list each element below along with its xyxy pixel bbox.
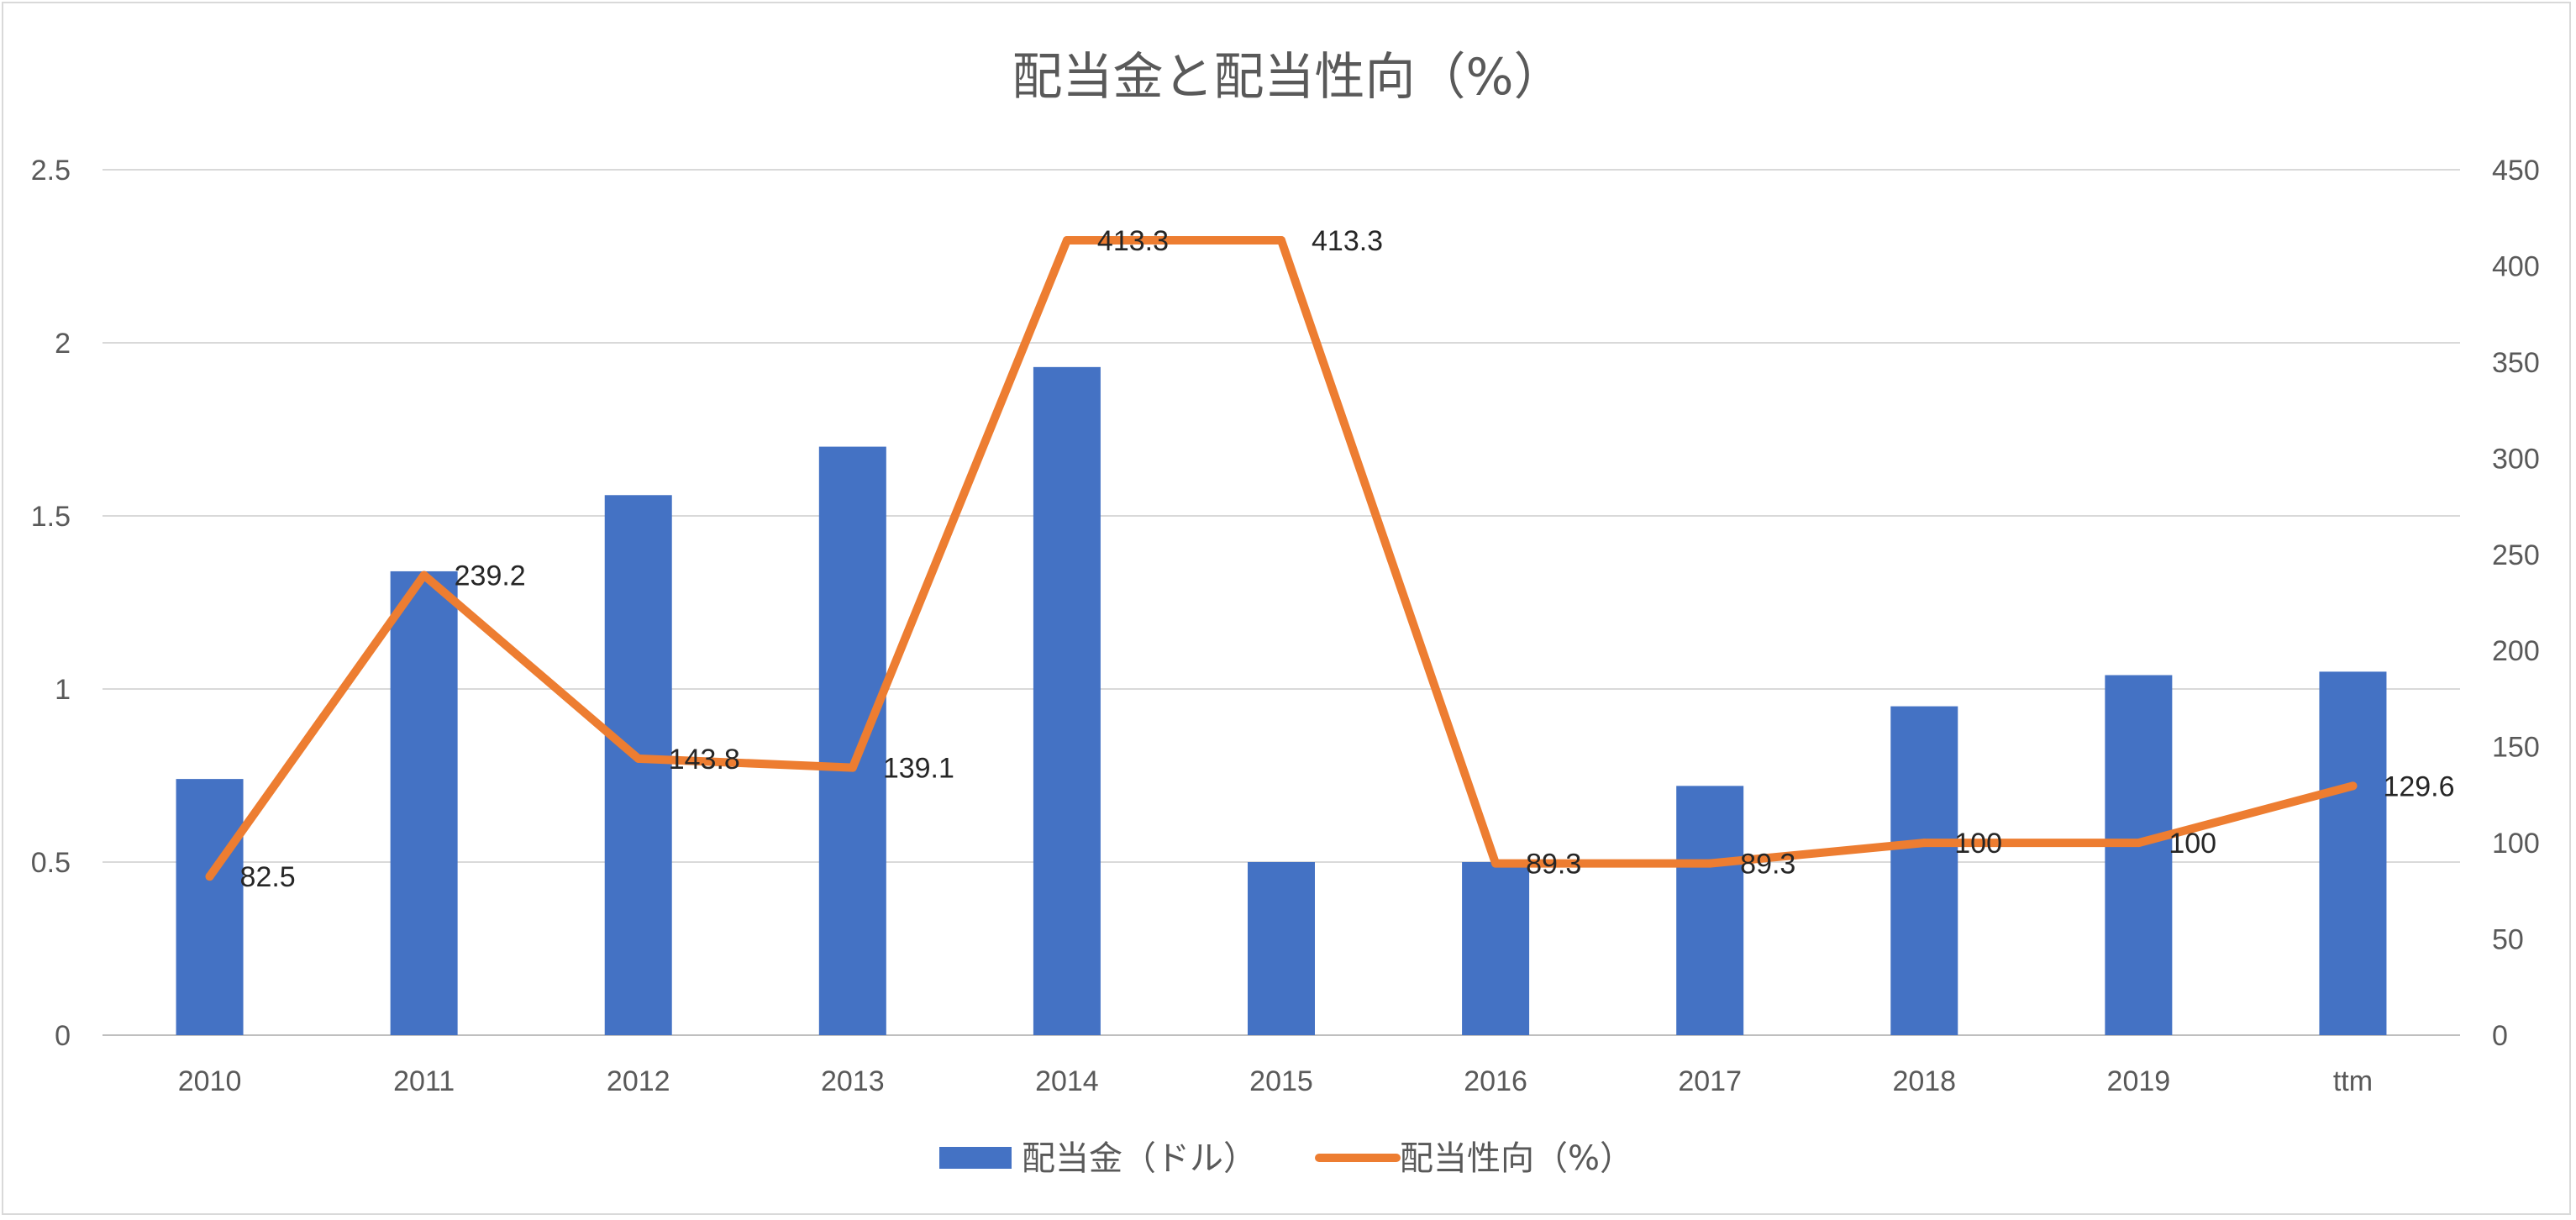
line-data-label: 129.6 <box>2383 770 2454 802</box>
line-point <box>1491 859 1501 868</box>
x-tick-label: 2018 <box>1892 1065 1956 1097</box>
y-right-tick-label: 450 <box>2492 155 2540 187</box>
bar <box>1248 862 1315 1035</box>
x-tick-label: 2011 <box>393 1065 455 1097</box>
chart-title: 配当金と配当性向（%） <box>1012 48 1564 107</box>
line-data-label: 143.8 <box>669 744 740 776</box>
x-tick-label: 2015 <box>1249 1065 1313 1097</box>
x-axis: 2010 2011 2012 2013 2014 2015 2016 2017 2018 2019… <box>178 1065 2373 1097</box>
line-data-label: 89.3 <box>1526 849 1581 881</box>
x-tick-label: 2010 <box>178 1065 242 1097</box>
y-left-tick-label: 1.5 <box>31 501 71 533</box>
y-left-tick-label: 2.5 <box>31 155 71 187</box>
line-data-label: 89.3 <box>1740 849 1795 881</box>
x-tick-label: ttm <box>2333 1065 2373 1097</box>
y-left-tick-label: 0 <box>55 1020 71 1052</box>
line-series-path <box>205 236 2358 881</box>
bar <box>2319 671 2387 1035</box>
line-data-label: 100 <box>2169 828 2216 860</box>
line-data-label: 239.2 <box>455 560 526 592</box>
line-point <box>633 754 643 763</box>
line-data-label: 100 <box>1954 828 2002 860</box>
y-right-tick-label: 250 <box>2492 539 2540 571</box>
bar <box>390 571 458 1035</box>
bar <box>1462 862 1530 1035</box>
y-right-tick-label: 150 <box>2492 732 2540 764</box>
bar <box>818 446 886 1035</box>
legend-swatch-bar <box>939 1147 1012 1169</box>
bar <box>2105 675 2173 1035</box>
line-point <box>2348 781 2358 791</box>
line-series <box>205 236 2358 881</box>
y-axis-right: 0 50 100 150 200 250 300 350 400 450 <box>2492 155 2540 1052</box>
line-point <box>1062 236 1071 245</box>
y-right-tick-label: 100 <box>2492 828 2540 860</box>
x-tick-label: 2012 <box>607 1065 670 1097</box>
bar <box>604 495 672 1035</box>
line-point <box>1706 859 1715 868</box>
bar-series <box>176 366 2387 1036</box>
line-point <box>205 872 214 881</box>
y-axis-left: 0 0.5 1 1.5 2 2.5 <box>31 155 71 1052</box>
bar <box>1033 366 1101 1036</box>
line-point <box>1920 839 1929 848</box>
line-data-label: 139.1 <box>883 753 954 785</box>
line-data-label: 82.5 <box>240 861 296 893</box>
y-right-tick-label: 300 <box>2492 443 2540 475</box>
y-right-tick-label: 200 <box>2492 635 2540 667</box>
y-right-tick-label: 0 <box>2492 1020 2508 1052</box>
y-left-tick-label: 1 <box>55 674 71 706</box>
bar <box>176 779 244 1035</box>
y-right-tick-label: 400 <box>2492 250 2540 282</box>
y-left-tick-label: 2 <box>55 328 71 360</box>
line-point <box>1277 236 1285 245</box>
y-left-tick-label: 0.5 <box>31 847 71 879</box>
x-tick-label: 2016 <box>1464 1065 1527 1097</box>
legend-label-bar: 配当金（ドル） <box>1022 1139 1257 1178</box>
gridlines <box>103 169 2460 1036</box>
line-data-label: 413.3 <box>1312 225 1383 257</box>
bar <box>1676 786 1744 1035</box>
data-labels: 82.5 239.2 143.8 139.1 413.3 413.3 89.3 89.3 100… <box>240 225 2455 893</box>
line-point <box>419 571 428 580</box>
legend-label-line: 配当性向（%） <box>1400 1139 1633 1178</box>
x-tick-label: 2017 <box>1678 1065 1742 1097</box>
y-right-tick-label: 350 <box>2492 347 2540 379</box>
x-tick-label: 2013 <box>821 1065 885 1097</box>
bar <box>1890 706 1958 1035</box>
line-point <box>2134 839 2143 848</box>
y-right-tick-label: 50 <box>2492 924 2524 956</box>
x-tick-label: 2019 <box>2107 1065 2171 1097</box>
line-point <box>848 763 857 772</box>
line-data-label: 413.3 <box>1097 225 1169 257</box>
legend: 配当金（ドル） 配当性向（%） <box>939 1139 1633 1178</box>
x-tick-label: 2014 <box>1035 1065 1099 1097</box>
